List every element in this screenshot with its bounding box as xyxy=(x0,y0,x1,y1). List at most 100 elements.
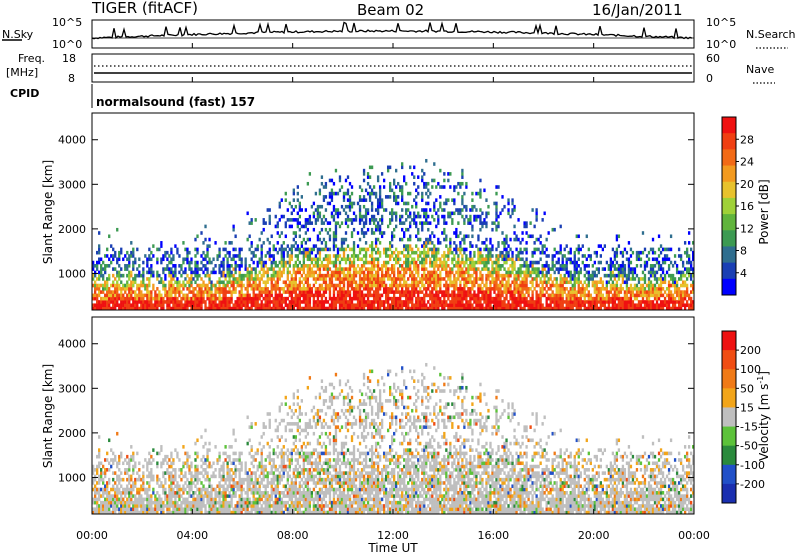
heatmap-cell xyxy=(435,303,437,307)
heatmap-cell xyxy=(491,221,493,225)
heatmap-cell xyxy=(469,287,471,291)
heatmap-cell xyxy=(108,461,110,465)
heatmap-cell xyxy=(369,294,371,298)
heatmap-cell xyxy=(176,280,178,284)
heatmap-cell xyxy=(295,284,297,288)
heatmap-cell xyxy=(359,221,361,225)
heatmap-cell xyxy=(495,248,497,252)
heatmap-cell xyxy=(592,264,594,268)
heatmap-cell xyxy=(130,284,132,288)
heatmap-cell xyxy=(148,254,150,258)
heatmap-cell xyxy=(403,179,405,183)
heatmap-cell xyxy=(279,300,281,304)
heatmap-cell xyxy=(243,300,245,304)
heatmap-cell xyxy=(126,284,128,288)
heatmap-cell xyxy=(182,297,184,301)
colorbar-tick-label: 28 xyxy=(740,133,754,146)
heatmap-cell xyxy=(289,248,291,252)
heatmap-cell xyxy=(566,294,568,298)
heatmap-cell xyxy=(574,264,576,268)
heatmap-cell xyxy=(465,261,467,265)
heatmap-cell xyxy=(443,215,445,219)
heatmap-cell xyxy=(546,271,548,275)
heatmap-cell xyxy=(493,290,495,294)
heatmap-cell xyxy=(417,248,419,252)
heatmap-cell xyxy=(377,257,379,261)
heatmap-cell xyxy=(291,290,293,294)
heatmap-cell xyxy=(509,284,511,288)
heatmap-cell xyxy=(379,202,381,206)
heatmap-cell xyxy=(544,294,546,298)
heatmap-cell xyxy=(238,257,240,261)
heatmap-cell xyxy=(562,261,564,265)
heatmap-cell xyxy=(311,294,313,298)
heatmap-cell xyxy=(423,300,425,304)
heatmap-cell xyxy=(279,248,281,252)
heatmap-cell xyxy=(626,280,628,284)
heatmap-cell xyxy=(339,212,341,216)
heatmap-cell xyxy=(417,257,419,261)
heatmap-cell xyxy=(431,264,433,268)
heatmap-cell xyxy=(313,228,315,232)
heatmap-cell xyxy=(439,303,441,307)
heatmap-cell xyxy=(293,267,295,271)
heatmap-cell xyxy=(271,274,273,278)
heatmap-cell xyxy=(240,277,242,281)
heatmap-cell xyxy=(341,277,343,281)
heatmap-cell xyxy=(614,300,616,304)
heatmap-cell xyxy=(339,300,341,304)
heatmap-cell xyxy=(293,300,295,304)
heatmap-cell xyxy=(194,287,196,291)
heatmap-cell xyxy=(351,303,353,307)
heatmap-cell xyxy=(451,257,453,261)
heatmap-cell xyxy=(403,175,405,179)
heatmap-cell xyxy=(445,284,447,288)
heatmap-cell xyxy=(333,192,335,196)
heatmap-cell xyxy=(251,241,253,245)
heatmap-cell xyxy=(662,303,664,307)
heatmap-cell xyxy=(393,179,395,183)
heatmap-cell xyxy=(222,290,224,294)
heatmap-cell xyxy=(100,257,102,261)
heatmap-cell xyxy=(110,465,112,469)
heatmap-cell xyxy=(114,488,116,492)
heatmap-cell xyxy=(234,254,236,258)
heatmap-cell xyxy=(150,264,152,268)
heatmap-cell xyxy=(654,284,656,288)
heatmap-cell xyxy=(94,287,96,291)
heatmap-cell xyxy=(423,264,425,268)
heatmap-cell xyxy=(449,284,451,288)
heatmap-cell xyxy=(455,244,457,248)
heatmap-cell xyxy=(283,280,285,284)
heatmap-cell xyxy=(656,287,658,291)
heatmap-cell xyxy=(525,267,527,271)
heatmap-cell xyxy=(102,261,104,265)
heatmap-cell xyxy=(222,267,224,271)
heatmap-cell xyxy=(560,280,562,284)
heatmap-cell xyxy=(341,280,343,284)
heatmap-cell xyxy=(160,241,162,245)
heatmap-cell xyxy=(373,290,375,294)
heatmap-cell xyxy=(269,303,271,307)
heatmap-cell xyxy=(489,241,491,245)
heatmap-cell xyxy=(638,257,640,261)
heatmap-cell xyxy=(144,287,146,291)
heatmap-cell xyxy=(391,189,393,193)
heatmap-cell xyxy=(507,303,509,307)
heatmap-cell xyxy=(507,208,509,212)
heatmap-cell xyxy=(616,274,618,278)
heatmap-cell xyxy=(594,297,596,301)
heatmap-cell xyxy=(660,287,662,291)
heatmap-cell xyxy=(399,284,401,288)
heatmap-cell xyxy=(650,264,652,268)
heatmap-cell xyxy=(610,287,612,291)
heatmap-cell xyxy=(481,294,483,298)
heatmap-cell xyxy=(507,212,509,216)
heatmap-cell xyxy=(457,274,459,278)
heatmap-cell xyxy=(489,274,491,278)
heatmap-cell xyxy=(168,271,170,275)
heatmap-cell xyxy=(160,277,162,281)
heatmap-cell xyxy=(427,215,429,219)
heatmap-cell xyxy=(126,257,128,261)
heatmap-cell xyxy=(154,290,156,294)
